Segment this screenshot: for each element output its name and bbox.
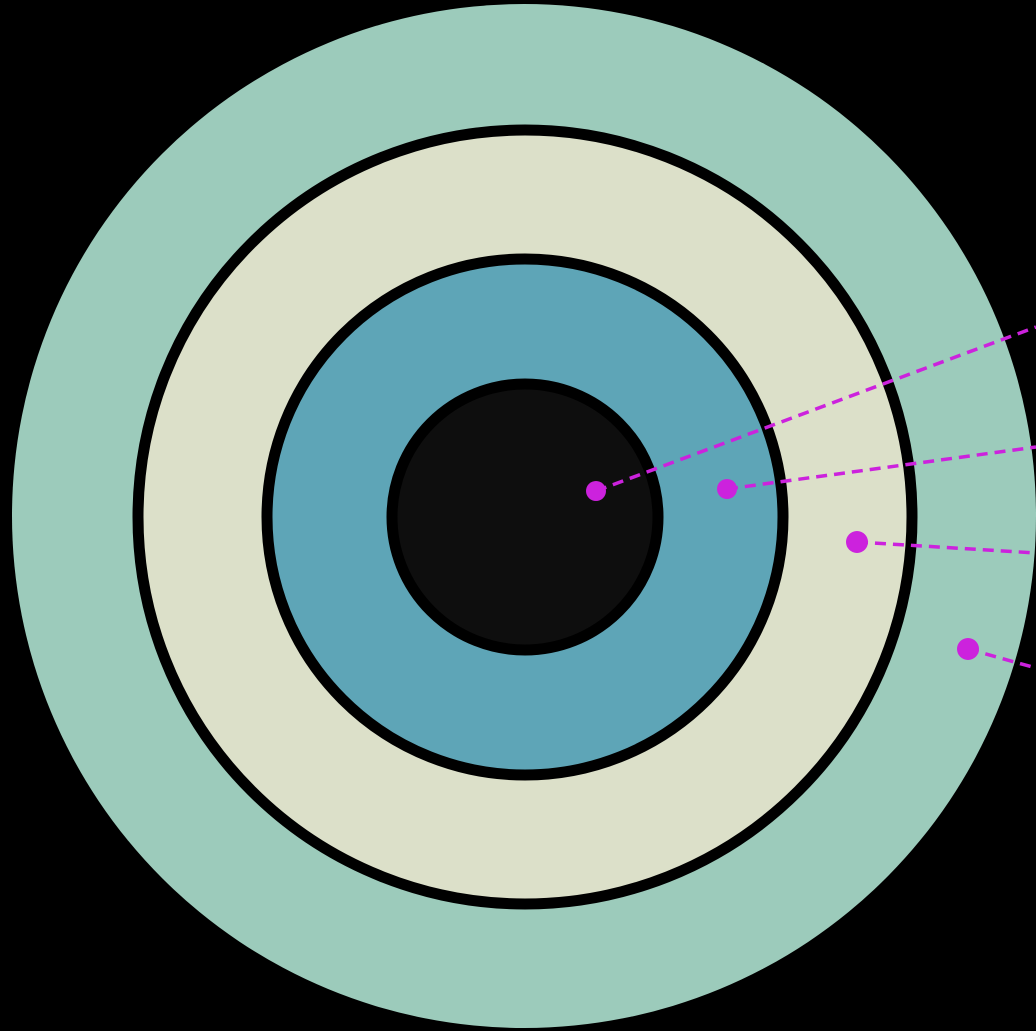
callout-dot-outer-ring: [957, 638, 979, 660]
callout-line-outer-ring: [967, 647, 1036, 670]
callout-dot-ring-2: [717, 479, 737, 499]
core-circle: [386, 378, 664, 656]
callout-dot-ring-3: [846, 531, 868, 553]
callout-line-core: [595, 325, 1036, 493]
callout-layer: [586, 325, 1036, 670]
callout-line-ring-2: [726, 445, 1036, 491]
callout-dot-core: [586, 481, 606, 501]
callout-line-ring-3: [856, 540, 1036, 555]
